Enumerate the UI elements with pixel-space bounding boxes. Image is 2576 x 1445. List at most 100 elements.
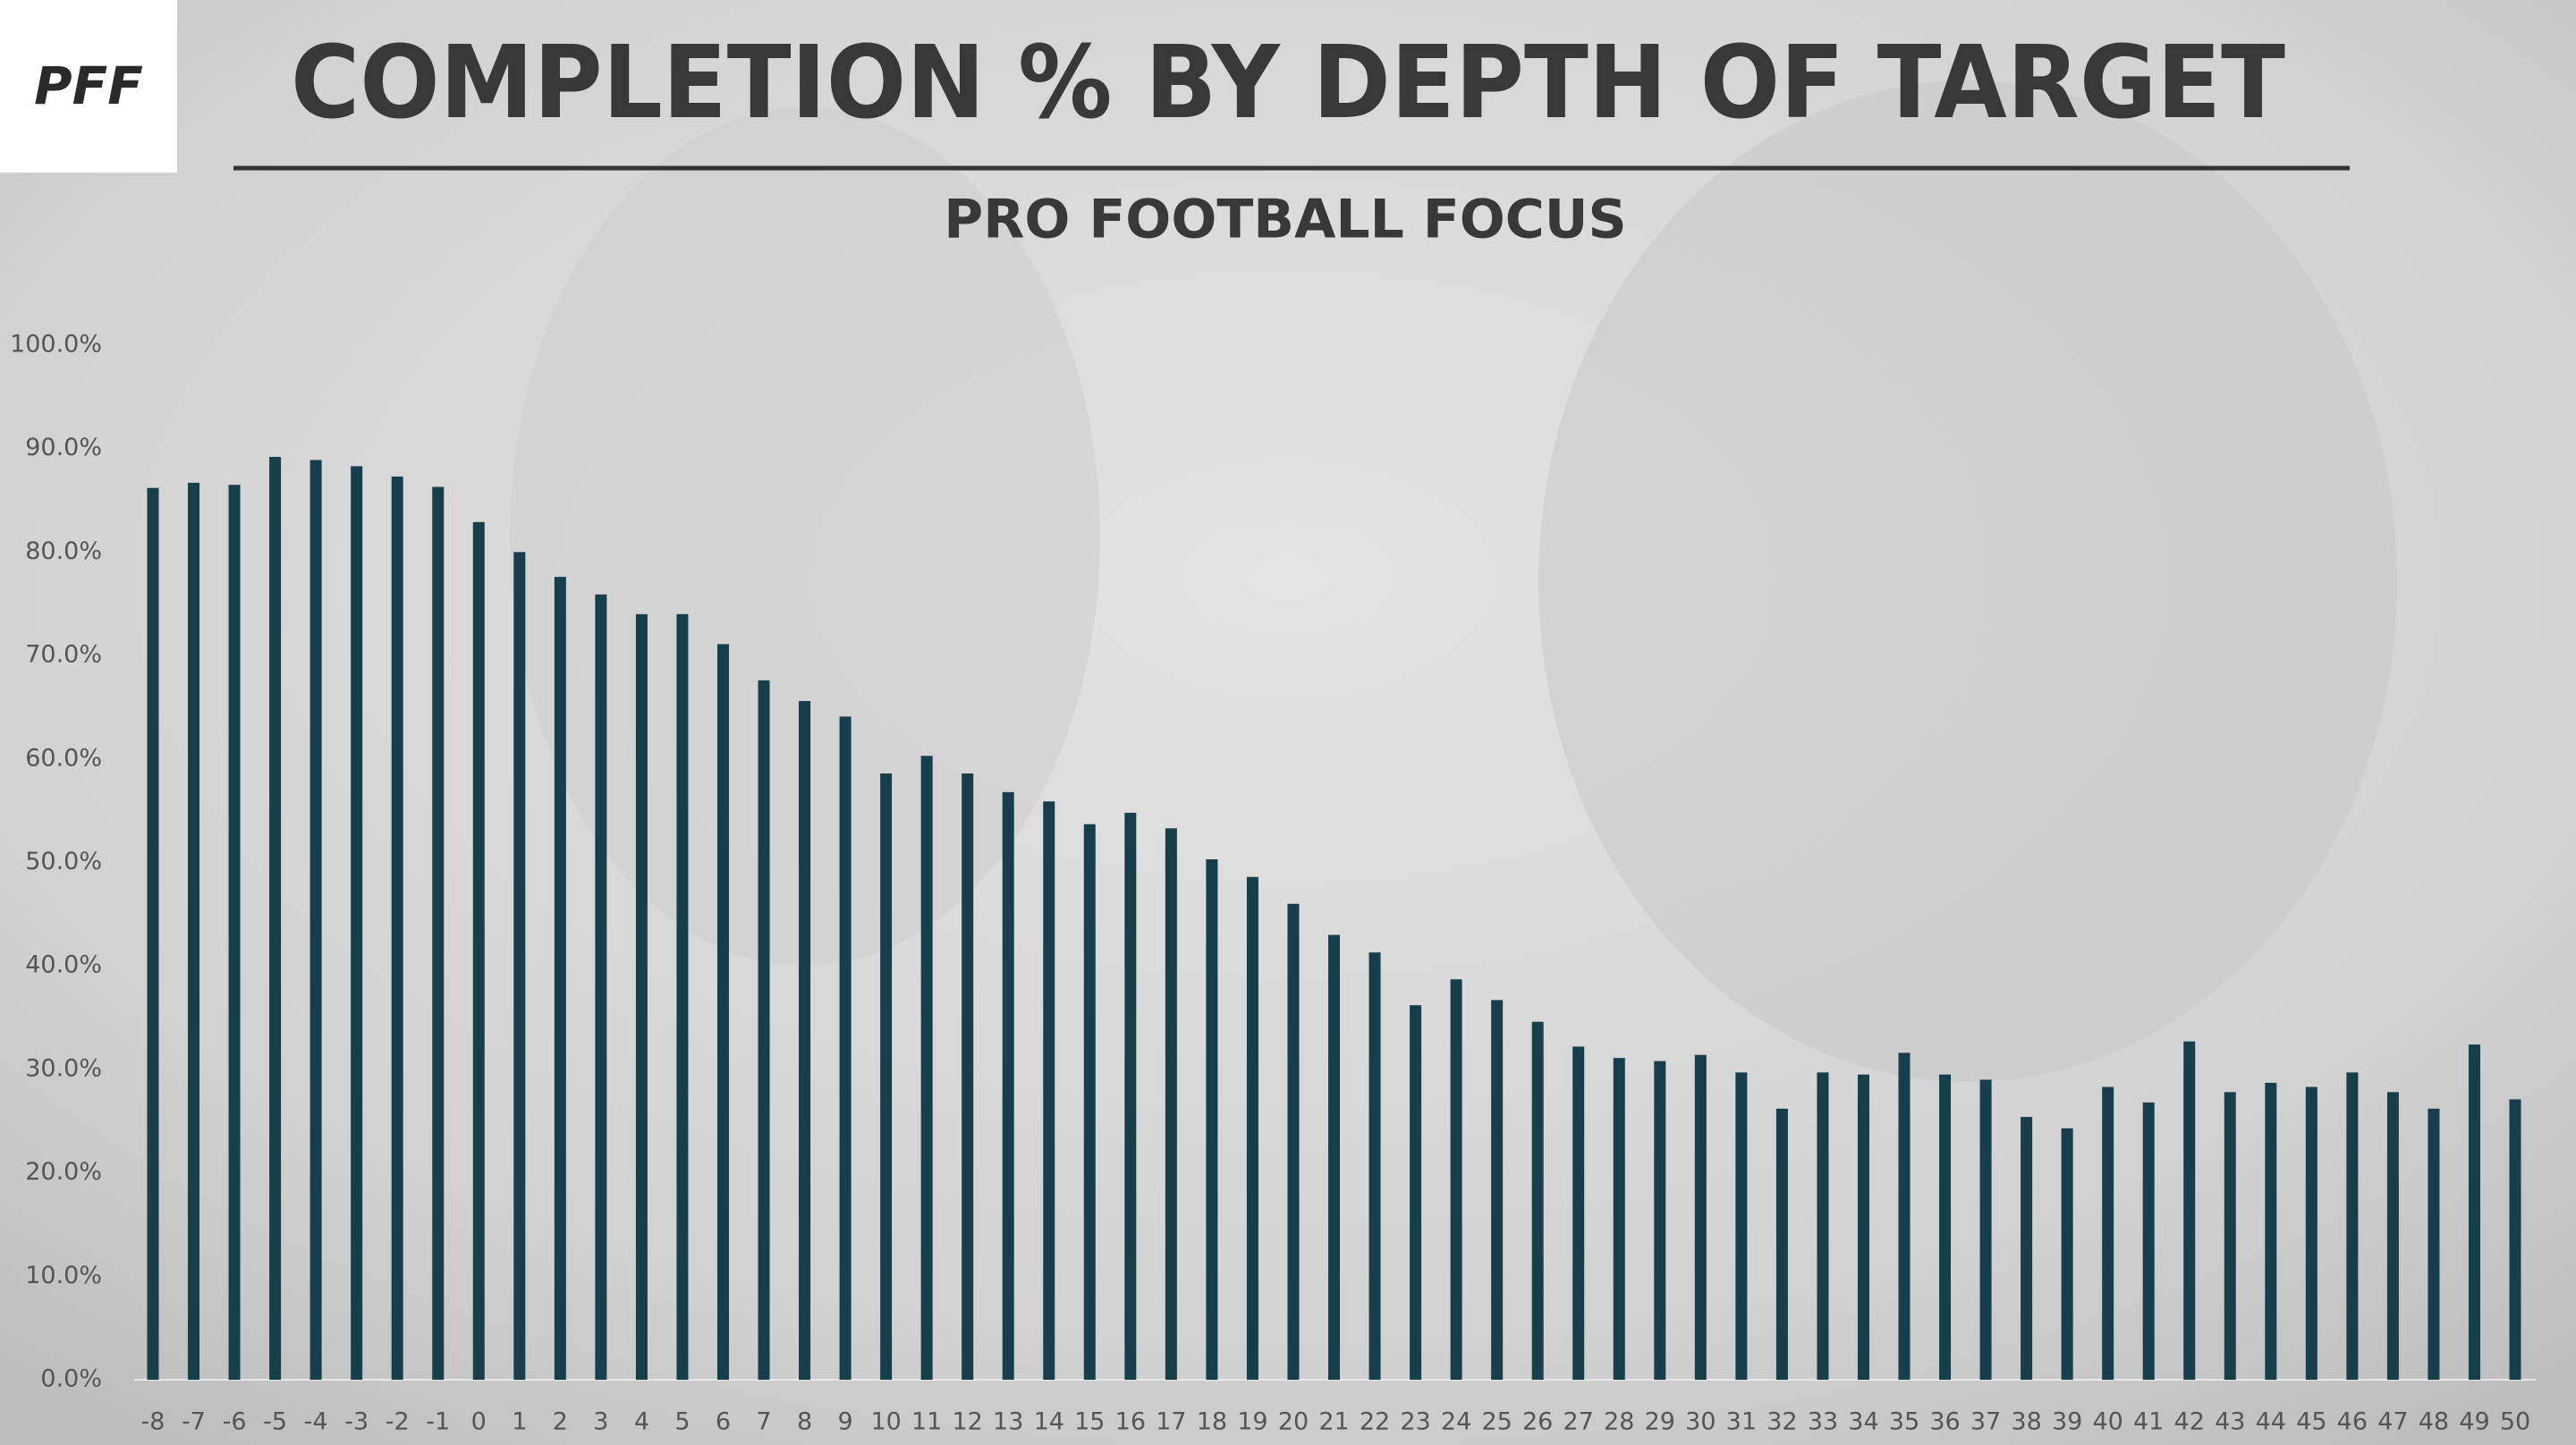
- bar: [1002, 791, 1014, 1380]
- x-tick-label: 35: [1889, 1408, 1919, 1436]
- x-tick-label: 22: [1360, 1408, 1390, 1436]
- x-tick-label: 50: [2500, 1408, 2530, 1436]
- x-tick-label: -4: [304, 1408, 328, 1436]
- x-tick-label: 7: [756, 1408, 771, 1436]
- bar: [676, 613, 689, 1380]
- bar: [1287, 903, 1300, 1380]
- bar: [962, 773, 974, 1380]
- y-tick-label: 90.0%: [25, 434, 102, 461]
- x-tick-label: 44: [2256, 1408, 2286, 1436]
- x-tick-label: 20: [1278, 1408, 1309, 1436]
- x-tick-label: 27: [1563, 1408, 1594, 1436]
- bar: [2386, 1092, 2399, 1380]
- x-tick-label: 5: [674, 1408, 690, 1436]
- x-tick-label: 13: [993, 1408, 1023, 1436]
- x-tick-label: -2: [386, 1408, 410, 1436]
- bar: [2265, 1082, 2277, 1380]
- y-tick-label: 0.0%: [40, 1365, 102, 1393]
- x-tick-label: 36: [1929, 1408, 1960, 1436]
- bar: [1246, 876, 1258, 1380]
- y-tick-label: 20.0%: [25, 1158, 102, 1186]
- bar: [1328, 934, 1340, 1380]
- y-tick-label: 10.0%: [25, 1262, 102, 1289]
- bar: [1206, 859, 1218, 1380]
- x-tick-label: 30: [1685, 1408, 1716, 1436]
- bar: [2346, 1072, 2359, 1380]
- x-tick-label: 49: [2459, 1408, 2489, 1436]
- chart-subtitle: PRO FOOTBALL FOCUS: [944, 189, 1626, 251]
- x-tick-label: 3: [593, 1408, 608, 1436]
- bar: [1572, 1046, 1585, 1380]
- y-tick-label: 100.0%: [10, 331, 102, 359]
- x-tick-label: 2: [553, 1408, 568, 1436]
- bar: [1368, 952, 1381, 1380]
- y-tick-label: 30.0%: [25, 1054, 102, 1082]
- x-tick-label: 26: [1522, 1408, 1553, 1436]
- x-tick-label: 1: [512, 1408, 527, 1436]
- player-silhouette: [510, 107, 1100, 966]
- y-tick-label: 60.0%: [25, 744, 102, 772]
- x-tick-label: -7: [182, 1408, 206, 1436]
- bar: [716, 644, 729, 1380]
- bar: [1979, 1079, 1992, 1380]
- x-tick-label: 40: [2092, 1408, 2123, 1436]
- bar: [228, 485, 241, 1380]
- x-tick-label: 18: [1197, 1408, 1227, 1436]
- x-tick-label: 46: [2337, 1408, 2368, 1436]
- x-tick-label: 23: [1400, 1408, 1430, 1436]
- x-tick-label: 41: [2133, 1408, 2164, 1436]
- bar: [513, 552, 526, 1380]
- x-tick-label: 25: [1481, 1408, 1512, 1436]
- x-tick-label: -6: [223, 1408, 247, 1436]
- bar: [2021, 1117, 2033, 1380]
- y-tick-label: 80.0%: [25, 537, 102, 565]
- bar: [2183, 1041, 2196, 1380]
- y-tick-label: 70.0%: [25, 641, 102, 669]
- x-tick-label: 33: [1808, 1408, 1838, 1436]
- bar: [595, 594, 607, 1380]
- x-tick-label: 10: [870, 1408, 901, 1436]
- bar: [2468, 1044, 2480, 1380]
- bar: [880, 773, 893, 1380]
- bar: [554, 577, 566, 1380]
- bar: [2142, 1102, 2155, 1380]
- x-tick-label: 0: [471, 1408, 487, 1436]
- logo: PFF: [34, 55, 143, 116]
- bar: [351, 466, 363, 1380]
- bar: [1857, 1074, 1869, 1380]
- x-tick-label: 31: [1726, 1408, 1757, 1436]
- bar: [391, 476, 403, 1380]
- bar: [188, 482, 200, 1380]
- x-tick-label: -5: [263, 1408, 287, 1436]
- x-tick-label: 14: [1034, 1408, 1064, 1436]
- bar: [1694, 1054, 1707, 1380]
- bar: [758, 680, 770, 1380]
- x-tick-label: 24: [1441, 1408, 1471, 1436]
- bar: [2061, 1128, 2073, 1380]
- x-tick-label: 42: [2174, 1408, 2205, 1436]
- bar: [1775, 1108, 1788, 1380]
- x-tick-label: 48: [2419, 1408, 2449, 1436]
- bar: [1491, 1000, 1504, 1380]
- x-tick-label: 12: [953, 1408, 983, 1436]
- bar: [635, 613, 648, 1380]
- x-tick-label: 37: [1970, 1408, 2001, 1436]
- bar: [1083, 824, 1096, 1380]
- x-tick-label: 38: [2011, 1408, 2041, 1436]
- bar: [1735, 1072, 1748, 1380]
- bar: [1817, 1072, 1829, 1380]
- x-tick-label: 4: [634, 1408, 649, 1436]
- x-tick-label: -1: [426, 1408, 450, 1436]
- player-silhouette: [1538, 80, 2397, 1082]
- x-tick-label: 43: [2215, 1408, 2245, 1436]
- bar: [1531, 1021, 1544, 1380]
- x-tick-label: 28: [1604, 1408, 1634, 1436]
- x-tick-label: 11: [911, 1408, 942, 1436]
- bar: [2428, 1108, 2440, 1380]
- y-tick-label: 40.0%: [25, 951, 102, 979]
- x-tick-label: 8: [797, 1408, 812, 1436]
- y-tick-label: 50.0%: [25, 848, 102, 875]
- x-tick-label: 9: [837, 1408, 852, 1436]
- bar: [1898, 1052, 1911, 1380]
